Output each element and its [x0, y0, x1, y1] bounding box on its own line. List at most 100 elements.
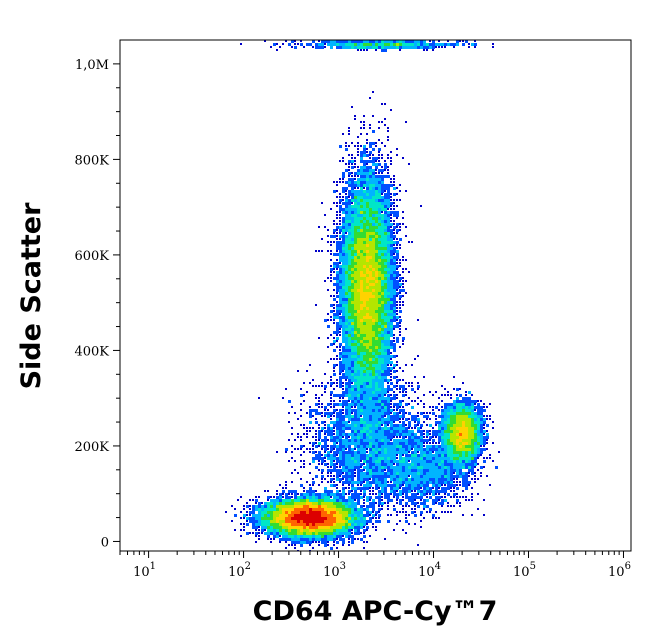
- event-dot: [324, 487, 327, 490]
- event-dot: [402, 487, 405, 490]
- event-dot: [369, 493, 371, 495]
- event-dot: [402, 46, 405, 49]
- event-dot: [456, 463, 459, 466]
- event-dot: [390, 241, 393, 244]
- event-dot: [459, 412, 462, 415]
- event-dot: [366, 220, 369, 223]
- event-dot: [396, 226, 398, 228]
- event-dot: [306, 43, 309, 46]
- event-dot: [297, 370, 299, 372]
- event-dot: [450, 394, 452, 396]
- event-dot: [345, 241, 348, 244]
- event-dot: [372, 424, 375, 427]
- event-dot: [327, 241, 329, 243]
- event-dot: [405, 292, 407, 294]
- event-dot: [381, 244, 384, 247]
- event-dot: [363, 184, 366, 187]
- event-dot: [468, 403, 471, 406]
- event-dot: [345, 415, 348, 418]
- event-dot: [399, 490, 402, 493]
- event-dot: [342, 229, 345, 232]
- event-dot: [471, 418, 474, 421]
- event-dot: [321, 430, 323, 432]
- event-dot: [366, 433, 369, 436]
- event-dot: [393, 268, 396, 271]
- event-dot: [366, 382, 369, 385]
- event-dot: [369, 124, 371, 126]
- event-dot: [351, 394, 354, 397]
- event-dot: [390, 313, 393, 316]
- event-dot: [336, 46, 339, 49]
- event-dot: [447, 493, 450, 496]
- event-dot: [417, 448, 420, 451]
- event-dot: [384, 343, 387, 346]
- event-dot: [381, 178, 384, 181]
- event-dot: [354, 352, 357, 355]
- event-dot: [429, 430, 431, 432]
- event-dot: [330, 358, 332, 360]
- event-dot: [339, 46, 342, 49]
- event-dot: [348, 475, 351, 478]
- event-dot: [348, 370, 351, 373]
- event-dot: [381, 406, 384, 409]
- event-dot: [327, 457, 330, 460]
- event-dot: [291, 520, 294, 523]
- event-dot: [357, 145, 359, 147]
- event-dot: [330, 385, 332, 387]
- event-dot: [342, 268, 345, 271]
- event-dot: [393, 478, 396, 481]
- event-dot: [474, 412, 477, 415]
- event-dot: [348, 478, 351, 481]
- event-dot: [375, 169, 377, 171]
- event-dot: [483, 403, 485, 405]
- event-dot: [345, 193, 347, 195]
- event-dot: [342, 415, 345, 418]
- event-dot: [348, 217, 351, 220]
- event-dot: [402, 475, 405, 478]
- event-dot: [372, 472, 375, 475]
- event-dot: [297, 529, 300, 532]
- event-dot: [459, 439, 462, 442]
- event-dot: [342, 391, 345, 394]
- event-dot: [309, 541, 312, 544]
- event-dot: [282, 517, 285, 520]
- event-dot: [339, 469, 342, 472]
- event-dot: [396, 286, 399, 289]
- event-dot: [426, 496, 428, 498]
- event-dot: [372, 304, 375, 307]
- event-dot: [336, 403, 339, 406]
- event-dot: [381, 172, 383, 174]
- event-dot: [288, 43, 291, 46]
- event-dot: [330, 526, 333, 529]
- event-dot: [429, 511, 431, 513]
- event-dot: [360, 46, 363, 49]
- event-dot: [342, 433, 345, 436]
- event-dot: [396, 430, 399, 433]
- event-dot: [420, 460, 423, 463]
- event-dot: [462, 514, 464, 516]
- event-dot: [354, 265, 357, 268]
- event-dot: [396, 154, 398, 156]
- event-dot: [447, 430, 450, 433]
- event-dot: [282, 496, 284, 498]
- event-dot: [330, 466, 332, 468]
- event-dot: [453, 445, 456, 448]
- event-dot: [378, 301, 381, 304]
- event-dot: [330, 421, 333, 424]
- event-dot: [363, 259, 366, 262]
- event-dot: [390, 346, 393, 349]
- event-dot: [387, 358, 390, 361]
- event-dot: [330, 40, 333, 43]
- event-dot: [357, 277, 360, 280]
- event-dot: [357, 265, 360, 268]
- event-dot: [327, 493, 330, 496]
- event-dot: [372, 466, 375, 469]
- event-dot: [411, 499, 414, 502]
- event-dot: [369, 421, 372, 424]
- event-dot: [342, 181, 344, 183]
- event-dot: [369, 475, 372, 478]
- event-dot: [396, 217, 398, 219]
- event-dot: [309, 490, 312, 493]
- event-dot: [321, 457, 324, 460]
- event-dot: [339, 211, 341, 213]
